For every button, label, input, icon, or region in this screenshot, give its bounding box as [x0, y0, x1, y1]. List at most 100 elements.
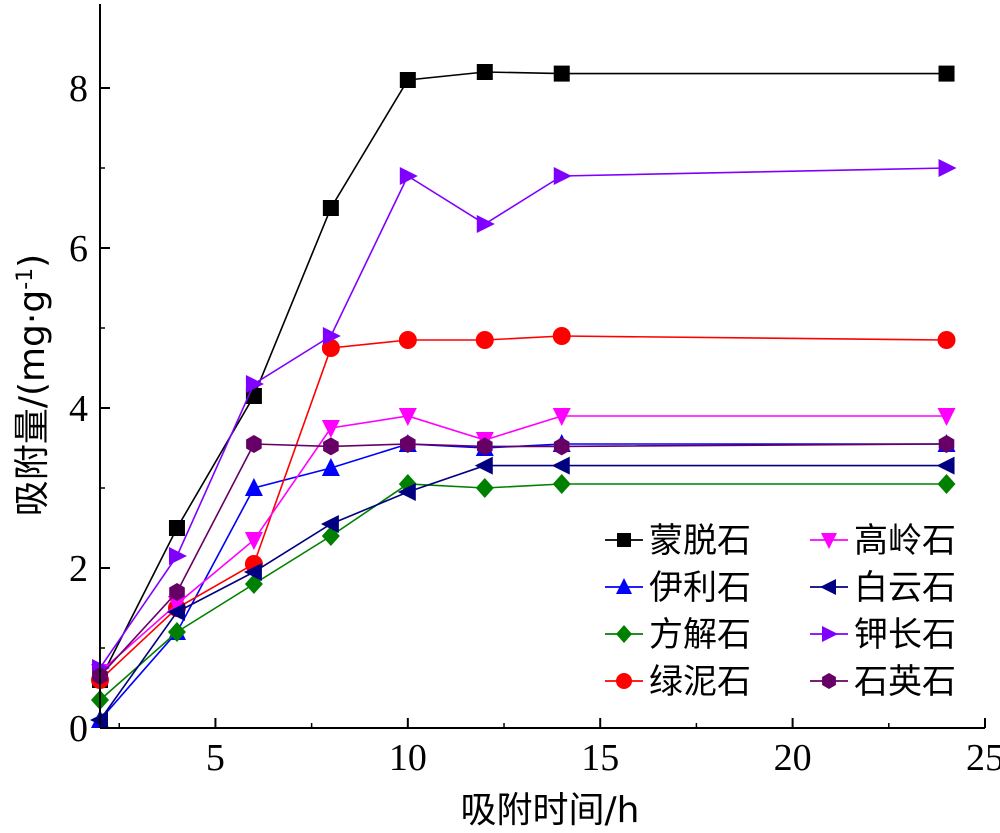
series-6-line [99, 464, 947, 721]
series-1-point-5 [399, 72, 416, 88]
series-5-point-5 [398, 408, 417, 426]
legend-item-6: 白云石 [810, 568, 956, 608]
y-axis-title-tail: ) [12, 254, 53, 268]
legend-marker-3 [616, 625, 632, 643]
legend-label-2: 伊利石 [649, 568, 751, 608]
legend-marker-2 [616, 578, 632, 594]
legend-label-4: 绿泥石 [649, 662, 751, 702]
legend-item-8: 石英石 [810, 662, 956, 702]
series-3-point-3 [244, 574, 263, 594]
series-6-point-6 [474, 456, 493, 475]
series-3-point-7 [552, 474, 571, 494]
series-4-line [99, 335, 947, 681]
series-5-point-4 [321, 420, 340, 438]
legend-marker-5 [821, 533, 837, 549]
x-tick-label-5: 5 [206, 737, 225, 779]
legend-item-3: 方解石 [605, 615, 751, 655]
series-7-line [99, 167, 947, 669]
series-1-point-8 [938, 65, 955, 82]
series-1-point-4 [322, 200, 339, 216]
series-6-point-4 [320, 515, 339, 533]
legend-marker-4 [616, 673, 632, 689]
series-7-point-4 [322, 327, 341, 345]
series-2-point-4 [321, 458, 340, 476]
x-tick-label-25: 25 [966, 737, 1000, 779]
legend-item-1: 蒙脱石 [605, 521, 751, 561]
series-7-point-6 [476, 215, 495, 233]
y-tick-label-6: 6 [69, 228, 88, 270]
legend-label-6: 白云石 [854, 568, 956, 608]
series-3-point-6 [475, 478, 494, 498]
series-7-point-2 [168, 547, 187, 565]
series-6-point-8 [936, 456, 955, 475]
series-7 [92, 159, 957, 677]
series-8-line [99, 443, 947, 677]
legend-marker-1 [617, 533, 631, 547]
y-axis-title-sup: -1 [13, 268, 38, 290]
series-8-point-6 [477, 437, 493, 456]
x-axis-band [0, 728, 1000, 833]
legend-label-3: 方解石 [649, 615, 751, 655]
series-1-point-7 [553, 65, 570, 82]
legend-label-7: 钾长石 [854, 615, 956, 655]
series-8-point-7 [553, 437, 570, 456]
series-4-point-7 [552, 327, 571, 345]
series-8-point-5 [400, 435, 416, 453]
x-axis-title: 吸附时间/h [461, 790, 640, 831]
series-1-line [99, 71, 947, 681]
series-7-point-8 [938, 159, 957, 177]
series-5-line [99, 415, 947, 673]
x-tick-label-10: 10 [389, 737, 427, 779]
series-1-point-6 [476, 64, 493, 80]
series-5-point-7 [552, 408, 571, 426]
series-8-point-3 [246, 435, 262, 453]
series-layer [90, 64, 957, 729]
series-6-point-3 [243, 563, 262, 581]
legend-marker-6 [820, 579, 836, 595]
series-3-point-8 [937, 474, 956, 494]
series-2-line [99, 443, 947, 721]
legend-item-4: 绿泥石 [605, 662, 751, 702]
legend-label-1: 蒙脱石 [649, 521, 751, 561]
series-4-point-6 [475, 331, 494, 349]
series-6 [90, 456, 955, 729]
y-axis-title: 吸附量/(mg·g-1) [12, 254, 53, 516]
x-tick-label-15: 15 [581, 737, 619, 779]
legend-item-5: 高岭石 [810, 521, 956, 561]
series-8-point-8 [938, 435, 955, 453]
series-3-line [99, 483, 947, 701]
series-4-point-4 [321, 339, 340, 357]
series-5-point-2 [167, 596, 186, 614]
series-4-point-8 [937, 331, 956, 349]
series-1 [92, 64, 955, 688]
series-6-point-7 [551, 456, 570, 475]
series-8-point-2 [169, 583, 185, 601]
series-8 [92, 435, 955, 685]
y-tick-label-4: 4 [69, 388, 88, 430]
y-tick-label-0: 0 [69, 708, 88, 750]
series-4-point-5 [398, 331, 417, 349]
legend-item-2: 伊利石 [605, 568, 751, 608]
series-8-point-4 [323, 437, 339, 456]
series-7-point-3 [245, 375, 264, 393]
y-axis-title-main: 吸附量/(mg·g [12, 290, 53, 516]
series-1-point-2 [168, 520, 185, 536]
series-5 [91, 408, 956, 682]
series-6-point-2 [166, 603, 185, 621]
series-6-point-5 [397, 483, 416, 501]
axes-layer: 0 2 4 6 8 5 10 15 20 25 [0, 4, 1000, 833]
series-2-point-3 [244, 478, 263, 496]
series-5-point-8 [937, 408, 956, 426]
series-7-point-7 [553, 167, 572, 185]
legend-marker-8 [822, 673, 836, 689]
series-7-point-5 [399, 167, 418, 185]
legend-marker-7 [822, 626, 838, 642]
x-tick-label-20: 20 [774, 737, 812, 779]
y-tick-label-2: 2 [69, 548, 88, 590]
legend-label-8: 石英石 [854, 662, 956, 702]
legend-label-5: 高岭石 [854, 521, 956, 561]
series-5-point-3 [244, 532, 263, 550]
legend-item-7: 钾长石 [810, 615, 956, 655]
